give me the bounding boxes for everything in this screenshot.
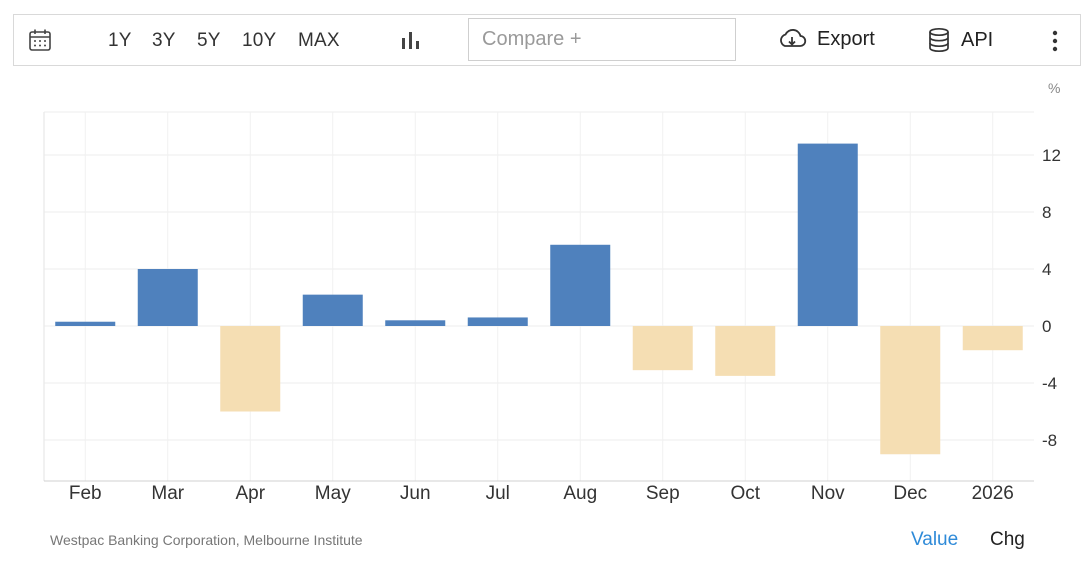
x-tick-label: May (315, 483, 351, 504)
x-tick-label: Nov (811, 483, 845, 504)
x-tick-label: Feb (69, 483, 102, 504)
bar-chart-icon[interactable] (400, 29, 422, 51)
range-5y-button[interactable]: 5Y (197, 30, 221, 51)
y-tick-label: 12 (1042, 146, 1061, 165)
range-max-button[interactable]: MAX (298, 30, 340, 51)
bar-apr (220, 326, 281, 412)
calendar-icon[interactable] (28, 28, 52, 52)
bar-aug (550, 244, 611, 326)
x-tick-label: Jul (486, 483, 510, 504)
range-10y-button[interactable]: 10Y (242, 30, 277, 51)
export-button[interactable]: Export (777, 27, 875, 51)
bar-dec (880, 326, 941, 455)
vertical-dots-icon[interactable] (1047, 29, 1063, 53)
api-button[interactable]: API (927, 27, 993, 53)
value-mode-button[interactable]: Value (911, 529, 959, 550)
x-tick-label: 2026 (972, 483, 1014, 504)
compare-input[interactable] (468, 18, 736, 61)
range-3y-button[interactable]: 3Y (152, 30, 176, 51)
api-label: API (961, 28, 994, 51)
range-1y-button[interactable]: 1Y (108, 30, 132, 51)
bar-jun (385, 320, 446, 326)
x-tick-label: Apr (235, 483, 265, 504)
y-tick-label: 8 (1042, 203, 1051, 222)
bar-feb (55, 321, 116, 326)
bar-mar (137, 269, 198, 326)
database-icon (929, 27, 949, 53)
x-tick-label: Dec (893, 483, 927, 504)
x-tick-label: Aug (563, 483, 597, 504)
y-tick-label: -4 (1042, 374, 1057, 393)
source-attribution: Westpac Banking Corporation, Melbourne I… (50, 532, 363, 548)
x-tick-label: Mar (151, 483, 184, 504)
change-mode-button[interactable]: Chg (990, 529, 1025, 550)
chart-toolbar: 1Y 3Y 5Y 10Y MAX Export API (13, 14, 1081, 66)
bar-jul (467, 317, 528, 326)
cloud-download-icon (780, 29, 807, 47)
y-tick-label: -8 (1042, 431, 1057, 450)
unit-label: % (1048, 80, 1061, 96)
y-tick-label: 4 (1042, 260, 1051, 279)
x-tick-label: Jun (400, 483, 431, 504)
export-label: Export (817, 27, 875, 50)
bar-nov (797, 143, 858, 326)
bar-2026 (962, 326, 1023, 351)
x-tick-label: Oct (730, 483, 760, 504)
bar-oct (715, 326, 776, 376)
bar-sep (632, 326, 693, 371)
y-tick-label: 0 (1042, 317, 1051, 336)
x-tick-label: Sep (646, 483, 680, 504)
bar-may (302, 294, 363, 326)
